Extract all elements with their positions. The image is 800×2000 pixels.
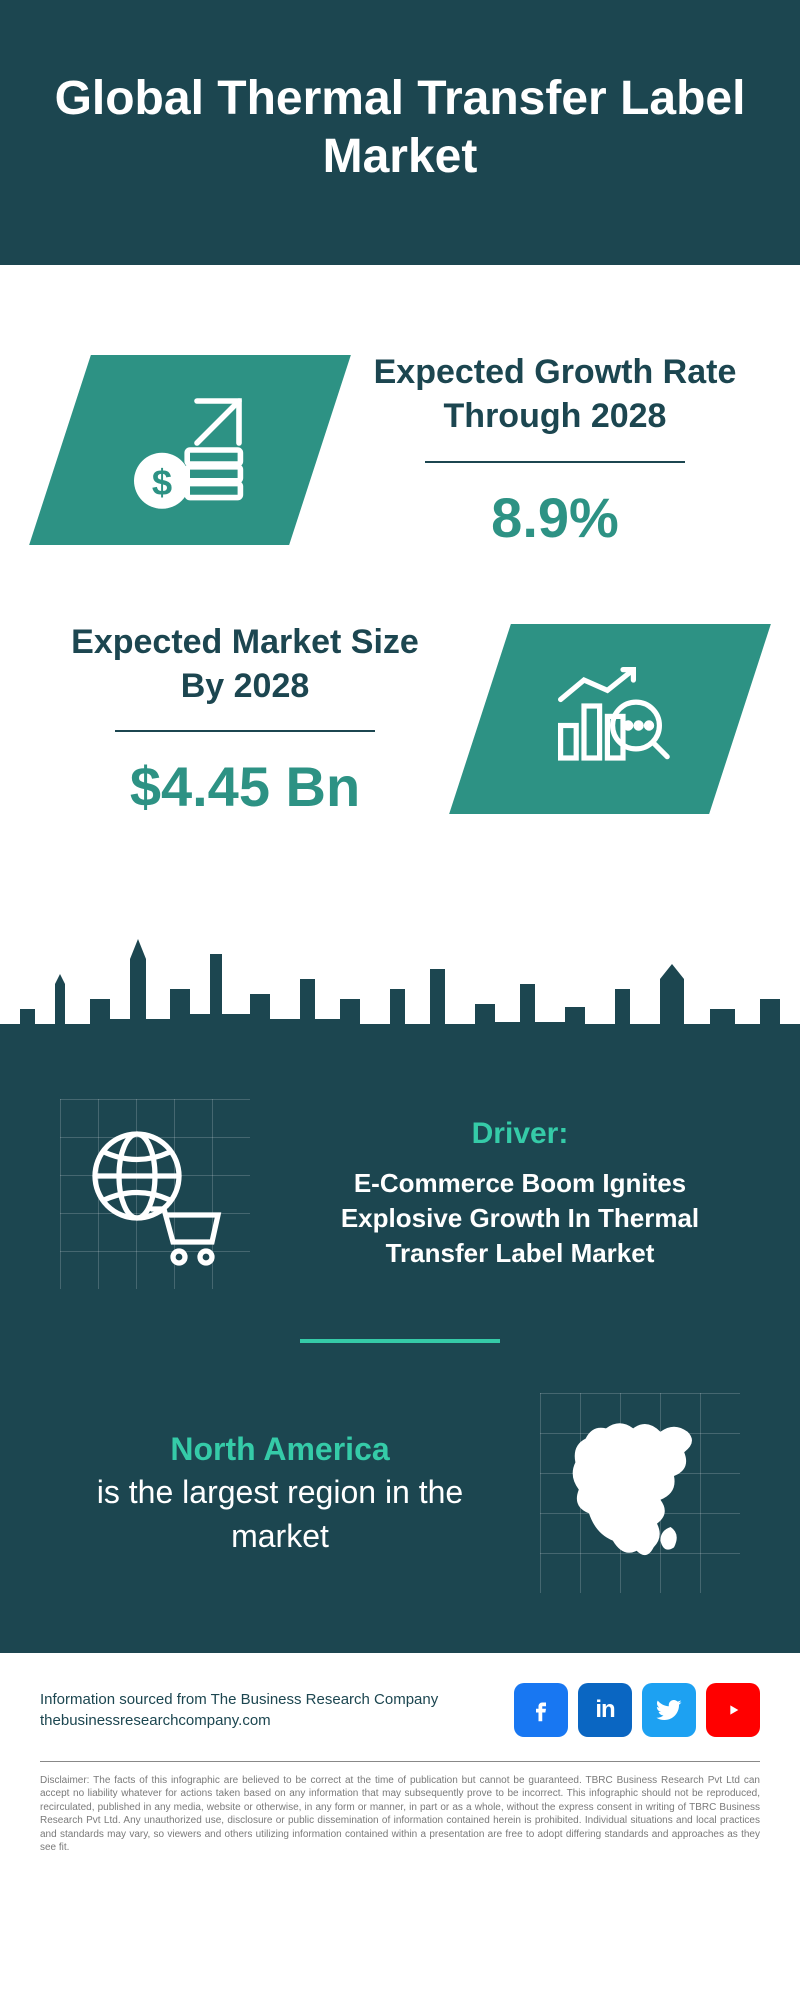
skyline-silhouette [0, 929, 800, 1069]
facebook-icon[interactable] [514, 1683, 568, 1737]
money-growth-icon: $ [120, 380, 260, 520]
page-title: Global Thermal Transfer Label Market [40, 70, 760, 185]
stat-text: Expected Growth Rate Through 2028 8.9% [370, 350, 740, 549]
stat-value: $4.45 Bn [60, 754, 430, 819]
svg-text:$: $ [152, 462, 172, 503]
stat-value: 8.9% [370, 485, 740, 550]
region-text: North America is the largest region in t… [60, 1428, 500, 1558]
stat-market-size: Expected Market Size By 2028 $4.45 Bn [60, 620, 740, 819]
driver-label: Driver: [300, 1117, 740, 1151]
stat-icon-block: $ [29, 355, 351, 545]
linkedin-icon[interactable]: in [578, 1683, 632, 1737]
social-icons: in [514, 1683, 760, 1737]
analytics-icon [540, 649, 680, 789]
stat-growth-rate: $ Expected Growth Rate Through 2028 8.9% [60, 350, 740, 549]
region-highlight: North America [170, 1431, 389, 1467]
stat-text: Expected Market Size By 2028 $4.45 Bn [60, 620, 430, 819]
footer: Information sourced from The Business Re… [0, 1653, 800, 1875]
region-rest: is the largest region in the market [97, 1474, 463, 1553]
divider [300, 1339, 500, 1343]
stat-label: Expected Growth Rate Through 2028 [370, 350, 740, 438]
header: Global Thermal Transfer Label Market [0, 0, 800, 265]
divider [40, 1761, 760, 1762]
dark-section: Driver: E-Commerce Boom Ignites Explosiv… [0, 1069, 800, 1653]
driver-text: Driver: E-Commerce Boom Ignites Explosiv… [300, 1117, 740, 1271]
disclaimer-text: Disclaimer: The facts of this infographi… [40, 1774, 760, 1855]
infographic: Global Thermal Transfer Label Market [0, 0, 800, 1875]
youtube-icon[interactable] [706, 1683, 760, 1737]
stat-icon-block [449, 624, 771, 814]
region-block: North America is the largest region in t… [60, 1393, 740, 1593]
globe-cart-icon [60, 1099, 250, 1289]
source-line: Information sourced from The Business Re… [40, 1691, 438, 1708]
divider [425, 461, 685, 463]
footer-top: Information sourced from The Business Re… [40, 1683, 760, 1755]
stats-section: $ Expected Growth Rate Through 2028 8.9% [0, 290, 800, 929]
twitter-icon[interactable] [642, 1683, 696, 1737]
source-url: thebusinessresearchcompany.com [40, 1712, 271, 1729]
source-text: Information sourced from The Business Re… [40, 1689, 438, 1731]
driver-block: Driver: E-Commerce Boom Ignites Explosiv… [60, 1099, 740, 1289]
driver-description: E-Commerce Boom Ignites Explosive Growth… [300, 1166, 740, 1271]
north-america-map-icon [540, 1393, 740, 1593]
divider [115, 730, 375, 732]
stat-label: Expected Market Size By 2028 [60, 620, 430, 708]
header-gap [0, 265, 800, 290]
